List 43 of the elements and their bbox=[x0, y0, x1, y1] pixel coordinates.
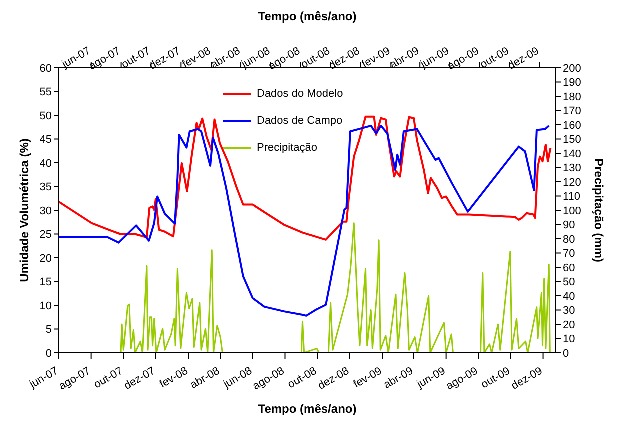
y2-tick-label: 200 bbox=[563, 62, 582, 75]
y2-tick-label: 140 bbox=[563, 148, 582, 160]
y2-tick-label: 150 bbox=[563, 134, 582, 146]
legend-label: Precipitação bbox=[257, 142, 318, 154]
y2-tick-label: 170 bbox=[563, 106, 582, 118]
y2-tick-label: 80 bbox=[563, 234, 576, 246]
line-series bbox=[59, 124, 550, 317]
line-series bbox=[59, 116, 552, 241]
y-tick-label: 15 bbox=[40, 276, 52, 289]
y-tick-label: 60 bbox=[40, 62, 52, 75]
y2-tick-label: 50 bbox=[563, 276, 576, 289]
y2-tick-label: 120 bbox=[563, 176, 582, 189]
y2-tick-label: 90 bbox=[563, 220, 576, 232]
y-tick-label: 45 bbox=[40, 134, 52, 146]
y2-tick-label: 100 bbox=[563, 205, 582, 218]
legend-label: Dados de Campo bbox=[257, 114, 343, 126]
y-tick-label: 20 bbox=[40, 252, 52, 265]
y2-tick-label: 110 bbox=[563, 191, 581, 204]
y-tick-label: 5 bbox=[46, 324, 52, 336]
y-tick-label: 10 bbox=[40, 300, 52, 312]
y2-tick-label: 160 bbox=[563, 120, 582, 132]
y2-tick-label: 190 bbox=[563, 77, 582, 90]
y2-tick-label: 130 bbox=[563, 162, 582, 175]
legend-label: Dados do Modelo bbox=[257, 88, 344, 100]
y2-tick-label: 20 bbox=[563, 319, 576, 332]
y-tick-label: 40 bbox=[40, 158, 52, 170]
x2-axis-title: Tempo (mês/ano) bbox=[258, 10, 357, 24]
y-tick-label: 0 bbox=[46, 348, 52, 360]
y-tick-label: 55 bbox=[40, 86, 52, 99]
y2-tick-label: 30 bbox=[563, 305, 576, 318]
y2-tick-label: 70 bbox=[563, 248, 576, 260]
y-axis-title: Umidade Volumétrica (%) bbox=[17, 138, 32, 282]
y-tick-label: 35 bbox=[40, 182, 52, 194]
y2-tick-label: 60 bbox=[563, 262, 576, 274]
y2-tick-label: 40 bbox=[563, 290, 576, 303]
y-tick-label: 50 bbox=[40, 110, 52, 122]
y2-axis-title: Precipitação (mm) bbox=[592, 158, 606, 263]
x-axis-title: Tempo (mês/ano) bbox=[258, 402, 357, 416]
y-tick-label: 25 bbox=[40, 229, 52, 242]
y2-tick-label: 180 bbox=[563, 91, 582, 104]
y-tick-label: 30 bbox=[40, 205, 52, 218]
y2-tick-label: 0 bbox=[563, 348, 570, 360]
y2-tick-label: 10 bbox=[563, 334, 576, 346]
